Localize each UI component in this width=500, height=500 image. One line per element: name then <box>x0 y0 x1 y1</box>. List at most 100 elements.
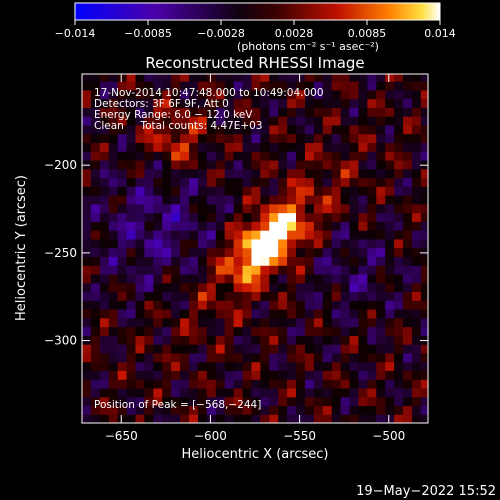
heatmap-cell <box>331 405 342 415</box>
heatmap-cell <box>99 116 110 126</box>
heatmap-cell <box>117 107 128 117</box>
heatmap-cell <box>394 195 404 205</box>
heatmap-cell <box>260 291 270 301</box>
heatmap-cell <box>340 177 351 187</box>
heatmap-cell <box>278 273 288 284</box>
heatmap-cell <box>269 370 279 380</box>
heatmap-cell <box>180 247 190 257</box>
heatmap-cell <box>304 177 315 187</box>
heatmap-cell <box>358 379 368 389</box>
heatmap-cell <box>403 256 413 266</box>
heatmap-cell <box>162 168 172 179</box>
heatmap-cell <box>108 221 119 231</box>
heatmap-cell <box>189 361 199 371</box>
heatmap-cell <box>376 361 386 371</box>
heatmap-cell <box>126 387 137 398</box>
heatmap-cell <box>99 177 110 187</box>
heatmap-cell <box>411 379 422 389</box>
heatmap-cell <box>296 203 306 214</box>
axes: −650 −600 −550 −500−200−250−300 <box>44 74 428 443</box>
heatmap-cell <box>340 168 351 179</box>
heatmap-cell <box>99 335 110 345</box>
heatmap-cell <box>180 107 190 117</box>
heatmap-cell <box>171 326 181 336</box>
heatmap-cell <box>376 151 386 161</box>
heatmap-cell <box>331 151 342 161</box>
heatmap-cell <box>420 107 428 117</box>
heatmap-cell <box>403 414 413 423</box>
heatmap-cell <box>242 116 253 126</box>
heatmap-cell <box>224 168 235 179</box>
heatmap-cell <box>304 230 315 240</box>
heatmap-cell <box>99 195 110 205</box>
heatmap-cell <box>126 247 137 257</box>
heatmap-cell <box>420 203 428 214</box>
heatmap-cell <box>90 317 101 328</box>
heatmap-cell <box>394 317 404 328</box>
heatmap-cell <box>331 238 342 249</box>
heatmap-cell <box>197 81 208 91</box>
heatmap-cell <box>233 291 244 301</box>
heatmap-cell <box>385 273 395 284</box>
heatmap-cell <box>376 195 386 205</box>
heatmap-cell <box>322 317 333 328</box>
heatmap-cell <box>340 151 351 161</box>
heatmap-cell <box>287 405 297 415</box>
heatmap-cell <box>189 291 199 301</box>
heatmap-cell <box>162 230 172 240</box>
heatmap-cell <box>287 396 297 407</box>
heatmap-cell <box>296 344 306 354</box>
heatmap-cell <box>206 370 217 380</box>
heatmap-cell <box>180 186 190 196</box>
heatmap-cell <box>313 98 324 108</box>
heatmap-cell <box>367 124 377 135</box>
heatmap-cell <box>269 81 279 91</box>
heatmap-cell <box>278 238 288 249</box>
heatmap-cell <box>242 405 253 415</box>
colorbar-tick-label: −0.0085 <box>124 27 172 40</box>
heatmap-cell <box>126 326 137 336</box>
heatmap-cell <box>189 212 199 222</box>
heatmap-cell <box>322 168 333 179</box>
heatmap-cell <box>313 89 324 100</box>
heatmap-cell <box>82 230 92 240</box>
heatmap-cell <box>224 396 235 407</box>
heatmap-cell <box>126 405 137 415</box>
heatmap-cell <box>180 238 190 249</box>
heatmap-cell <box>322 344 333 354</box>
heatmap-cell <box>358 221 368 231</box>
heatmap-cell <box>349 335 360 345</box>
heatmap-cell <box>411 256 422 266</box>
heatmap-cell <box>99 300 110 310</box>
heatmap-cell <box>242 151 253 161</box>
heatmap-cell <box>331 265 342 275</box>
heatmap-cell <box>394 212 404 222</box>
info-detectors: Detectors: 3F 6F 9F, Att 0 <box>94 98 229 110</box>
heatmap-cell <box>251 177 261 187</box>
heatmap-cell <box>206 247 217 257</box>
heatmap-cell <box>117 326 128 336</box>
heatmap-cell <box>367 107 377 117</box>
heatmap-cell <box>82 396 92 407</box>
heatmap-cell <box>411 238 422 249</box>
heatmap-cell <box>322 273 333 284</box>
heatmap-cell <box>171 142 181 152</box>
heatmap-cell <box>99 151 110 161</box>
heatmap-cell <box>162 89 172 100</box>
heatmap-cell <box>269 273 279 284</box>
heatmap-cell <box>108 273 119 284</box>
heatmap-cell <box>99 361 110 371</box>
heatmap-cell <box>411 335 422 345</box>
heatmap-cell <box>260 273 270 284</box>
heatmap-cell <box>385 265 395 275</box>
heatmap-cell <box>90 405 101 415</box>
heatmap-cell <box>171 74 181 82</box>
date-stamp: 19−May−2022 15:52 <box>356 484 496 499</box>
heatmap-cell <box>135 317 146 328</box>
heatmap-cell <box>287 177 297 187</box>
heatmap-cell <box>313 81 324 91</box>
heatmap-cell <box>180 265 190 275</box>
heatmap-cell <box>162 317 172 328</box>
heatmap-cell <box>126 291 137 301</box>
heatmap-cell <box>313 352 324 363</box>
